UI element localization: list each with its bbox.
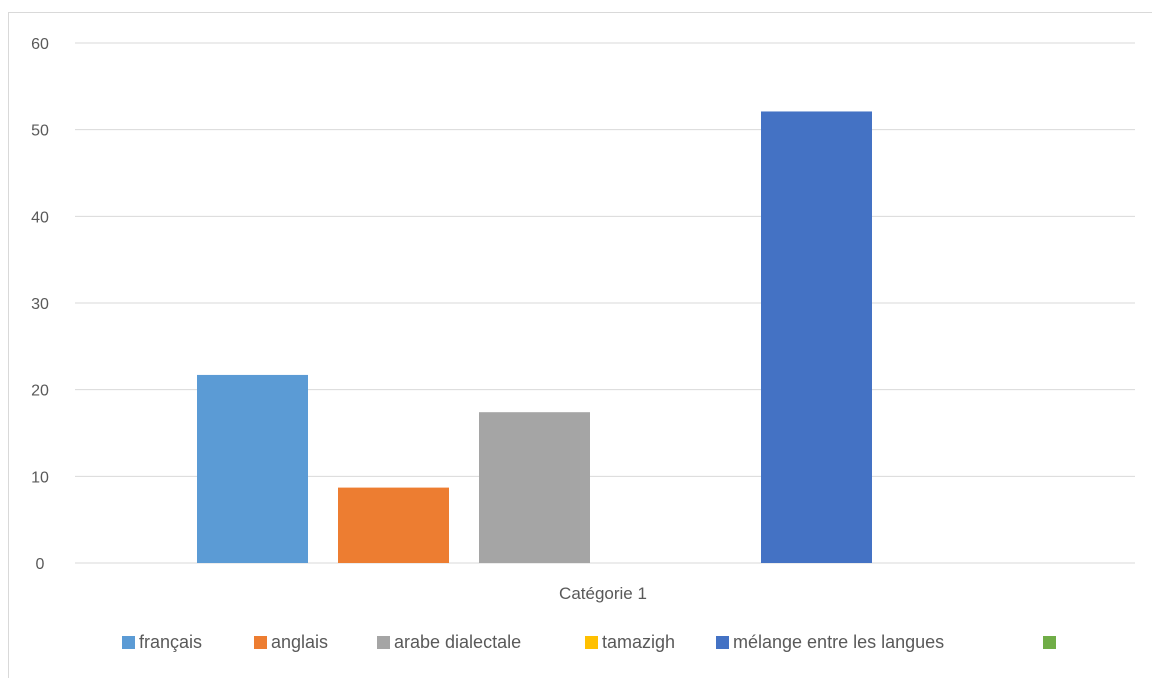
y-tick-label: 20 — [31, 383, 49, 400]
legend: français anglais arabe dialectale tamazigh m… — [122, 632, 1056, 652]
legend-swatch — [254, 636, 267, 649]
gridlines — [75, 42, 1135, 564]
y-tick-label: 50 — [31, 123, 49, 140]
bars — [197, 111, 872, 563]
legend-label: arabe dialectale — [394, 632, 521, 652]
legend-swatch — [716, 636, 729, 649]
category-label: Catégorie 1 — [559, 584, 647, 603]
y-axis-tick-labels: 0 10 20 30 40 50 60 — [31, 36, 49, 573]
y-tick-label: 10 — [31, 469, 49, 486]
legend-label: anglais — [271, 632, 328, 652]
chart-frame — [8, 12, 1152, 678]
y-tick-label: 40 — [31, 209, 49, 226]
bar — [761, 111, 872, 563]
legend-label: français — [139, 632, 202, 652]
y-tick-label: 30 — [31, 296, 49, 313]
bar — [197, 374, 308, 563]
legend-swatch — [1043, 636, 1056, 649]
bar — [479, 412, 590, 563]
y-tick-label: 60 — [31, 36, 49, 53]
legend-swatch — [585, 636, 598, 649]
legend-label: mélange entre les langues — [733, 632, 944, 652]
legend-swatch — [377, 636, 390, 649]
y-tick-label: 0 — [36, 556, 45, 573]
legend-label: tamazigh — [602, 632, 675, 652]
legend-swatch — [122, 636, 135, 649]
bar — [338, 487, 449, 563]
